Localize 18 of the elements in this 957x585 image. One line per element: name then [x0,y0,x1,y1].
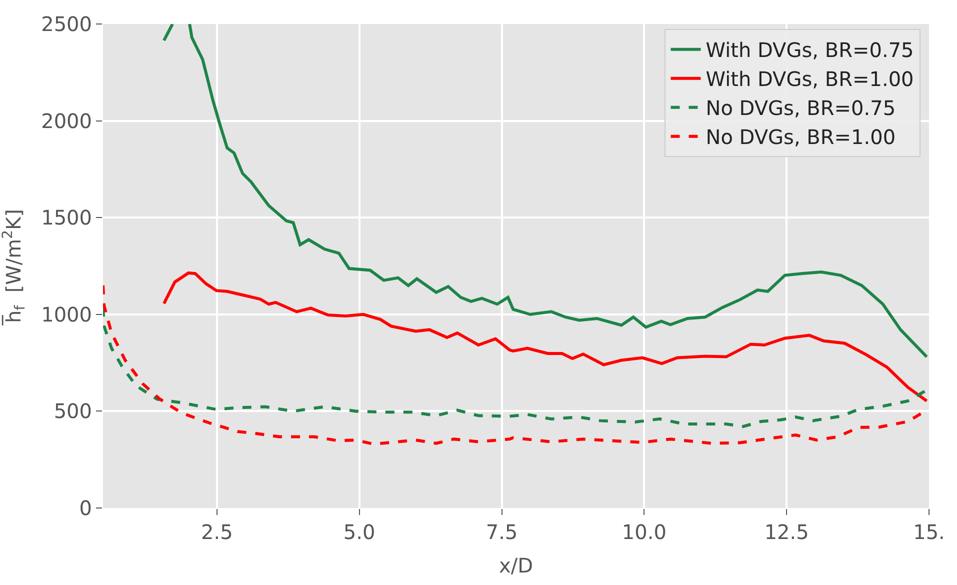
y-tick-label: 0 [79,496,92,520]
y-tick-label: 1000 [41,302,92,326]
x-tick-label: 10.0 [622,520,666,544]
x-tick-label: 15. [913,520,945,544]
x-tick-label: 7.5 [486,520,518,544]
y-tick-label: 1500 [41,206,92,230]
y-tick-label: 500 [54,399,92,424]
legend-label: No DVGs, BR=1.00 [706,125,896,150]
legend-label: With DVGs, BR=1.00 [706,67,914,92]
y-tick-label: 2500 [41,12,92,36]
x-tick-label: 5.0 [343,520,376,544]
x-tick-label: 2.5 [201,520,233,544]
legend-label: With DVGs, BR=0.75 [706,38,914,62]
y-tick-label: 2000 [41,108,92,133]
line-series [162,271,928,402]
x-axis-title: x/D [499,554,533,578]
legend-label: No DVGs, BR=0.75 [706,96,896,120]
x-tick-label: 12.5 [764,520,809,544]
